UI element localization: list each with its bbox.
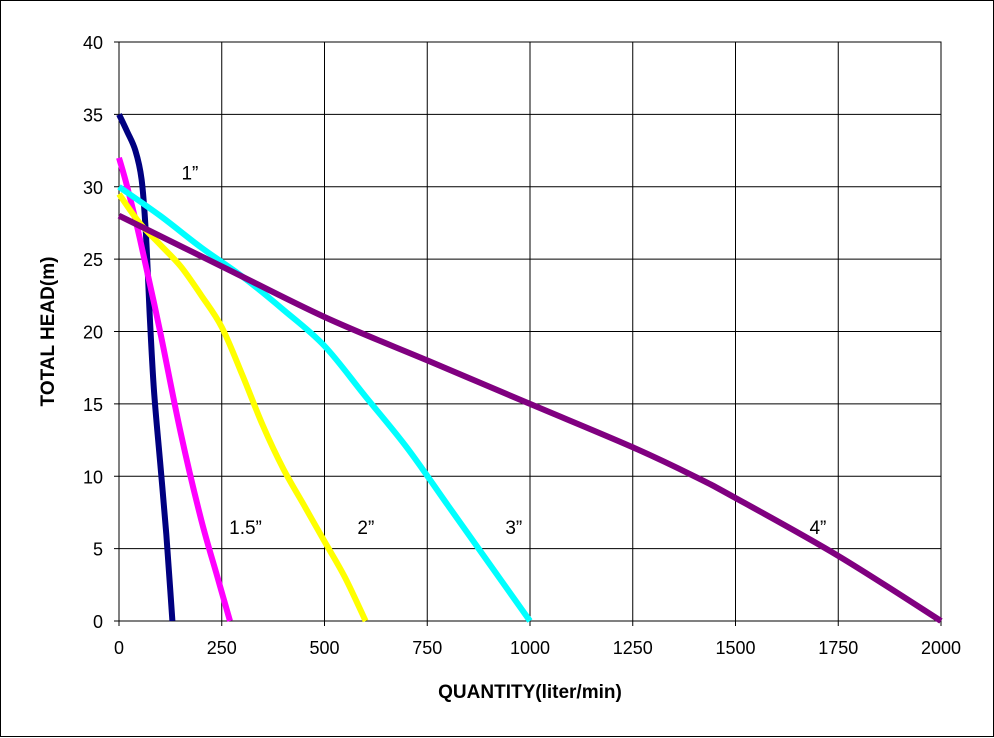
x-axis-label: QUANTITY(liter/min)	[438, 682, 622, 703]
x-tick-label: 750	[412, 638, 442, 658]
x-tick-label: 1000	[510, 638, 550, 658]
series-label: 4”	[809, 518, 826, 539]
series-label: 2”	[357, 518, 374, 539]
y-tick-label: 30	[83, 178, 103, 198]
y-tick-label: 15	[83, 395, 103, 415]
x-tick-labels: 0 250 500 750 1000 1250 1500 1750 2000	[114, 638, 961, 658]
series-label: 1.5”	[229, 518, 262, 539]
y-tick-labels: 0 5 10 15 20 25 30 35 40	[83, 33, 103, 632]
series-line-4	[117, 184, 533, 623]
series-line-5	[117, 213, 943, 624]
series-line-3	[116, 192, 369, 623]
x-tick-label: 1500	[715, 638, 755, 658]
x-tick-label: 1250	[613, 638, 653, 658]
y-tick-label: 35	[83, 105, 103, 125]
y-tick-label: 0	[93, 612, 103, 632]
series-label: 1”	[181, 163, 198, 184]
y-axis-label: TOTAL HEAD(m)	[38, 257, 59, 407]
y-tick-label: 5	[93, 540, 103, 560]
x-tick-label: 0	[114, 638, 124, 658]
x-tick-label: 500	[309, 638, 339, 658]
series-label: 3”	[505, 518, 522, 539]
series-line-1	[116, 113, 176, 622]
x-tick-label: 1750	[818, 638, 858, 658]
x-tick-label: 250	[207, 638, 237, 658]
y-tick-label: 10	[83, 467, 103, 487]
x-tick-label: 2000	[921, 638, 961, 658]
y-tick-label: 20	[83, 323, 103, 343]
series-lines	[116, 113, 943, 624]
y-tick-label: 25	[83, 250, 103, 270]
y-tick-label: 40	[83, 33, 103, 53]
series-labels: 1” 1.5” 2” 3” 4”	[181, 163, 826, 539]
